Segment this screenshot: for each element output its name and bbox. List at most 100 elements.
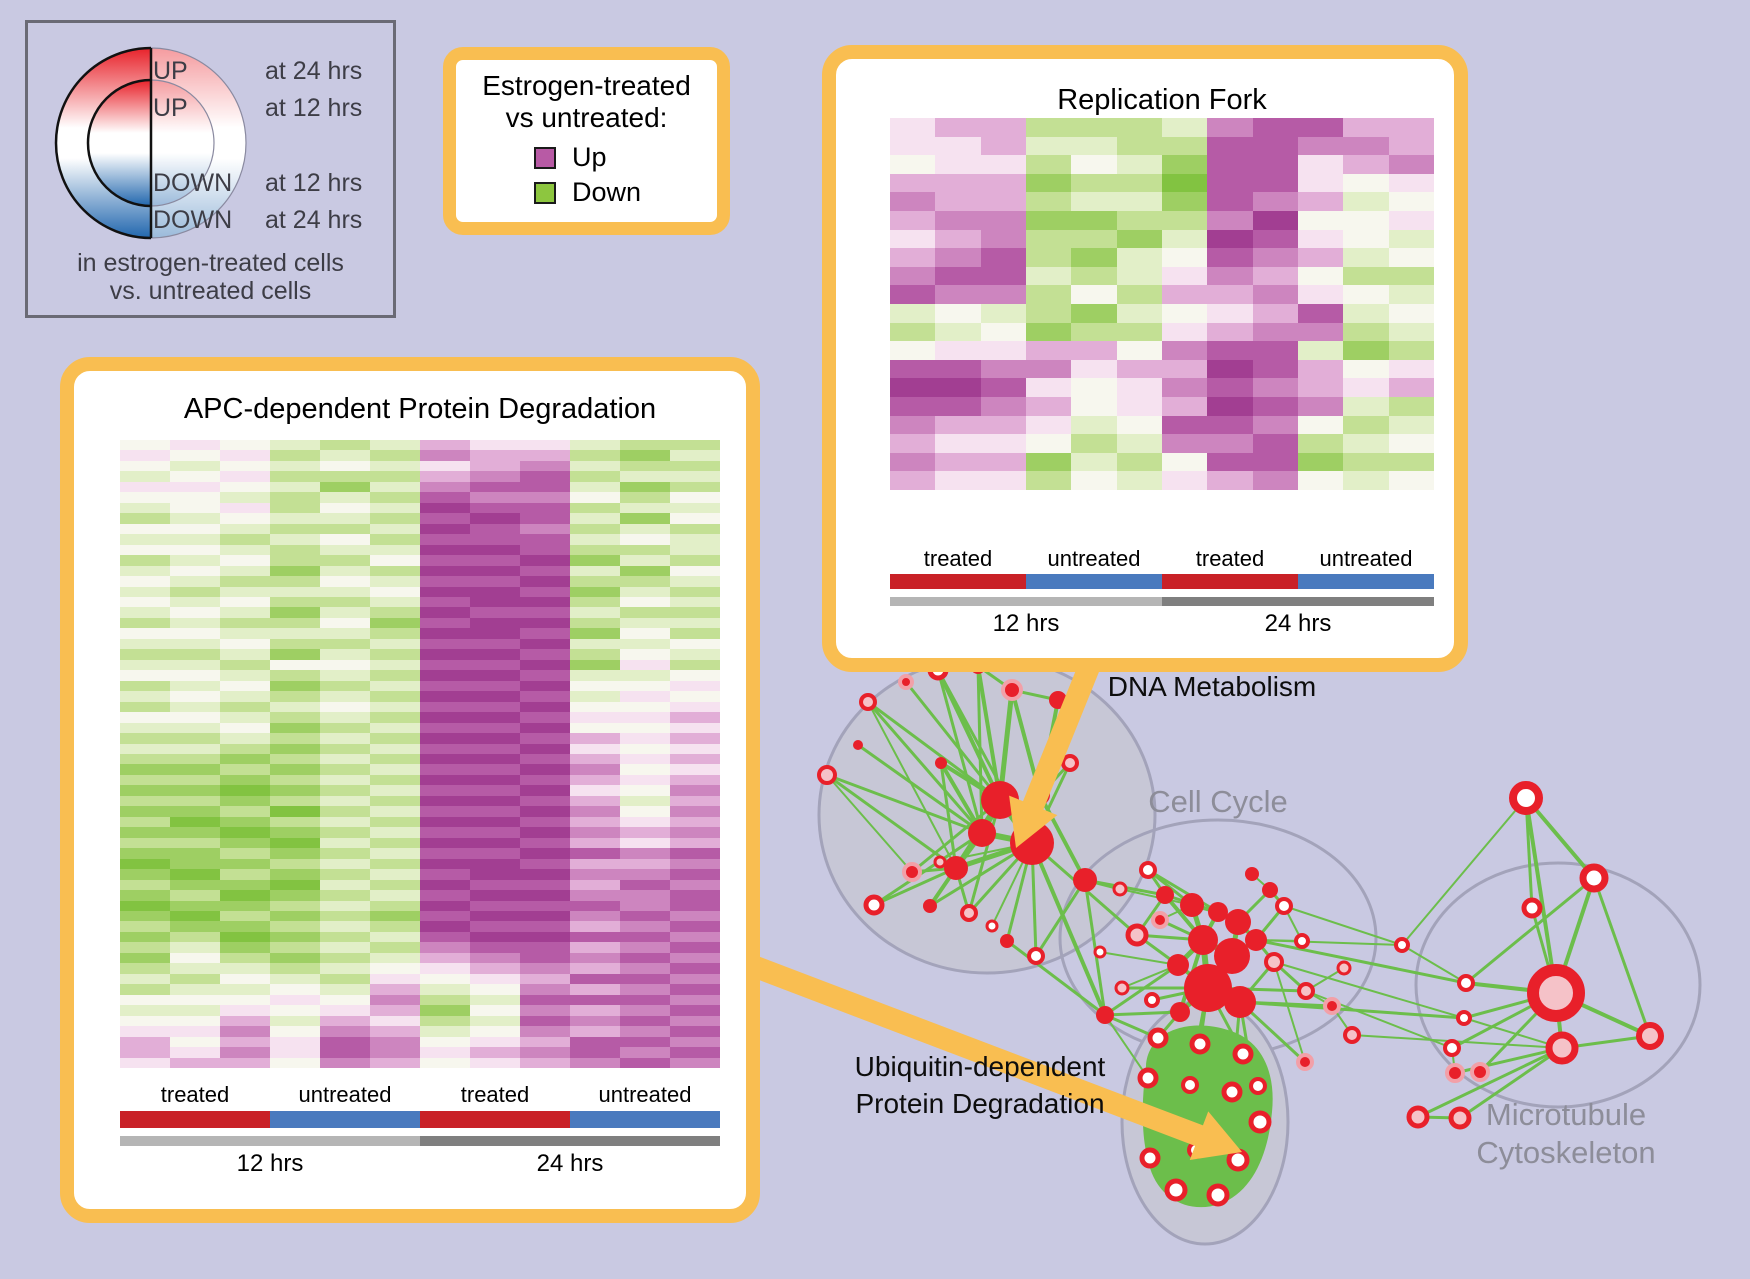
heatmap-cell — [420, 931, 470, 943]
heatmap-cell — [270, 659, 320, 671]
heatmap-cell — [320, 712, 370, 723]
heatmap-cell — [220, 733, 270, 744]
heatmap-cell — [320, 1047, 370, 1058]
treatment-bar — [120, 1111, 270, 1128]
heatmap-cell — [570, 973, 620, 985]
heatmap-cell — [220, 743, 270, 754]
heatmap-cell — [1343, 136, 1389, 156]
heatmap-cell — [980, 471, 1026, 490]
heatmap-cell — [470, 544, 520, 556]
heatmap-cell — [570, 649, 620, 660]
heatmap-cell — [370, 858, 420, 870]
heatmap-cell — [470, 931, 520, 943]
heatmap-cell — [620, 931, 670, 943]
heatmap-cell — [220, 869, 270, 880]
heatmap-cell — [170, 649, 220, 660]
network-edge — [867, 700, 1001, 802]
heatmap-cell — [220, 942, 270, 953]
down-swatch-icon — [534, 181, 556, 204]
heatmap-cell — [670, 910, 720, 922]
heatmap-cell — [1025, 229, 1072, 249]
heatmap-cell — [935, 266, 981, 286]
heatmap-cell — [170, 869, 220, 880]
heatmap-cell — [890, 341, 936, 360]
heatmap-cell — [370, 607, 420, 618]
heatmap-cell — [520, 1047, 570, 1058]
gene-node-solid — [1224, 986, 1256, 1018]
heatmap-cell — [980, 341, 1026, 360]
heatmap-cell — [170, 523, 220, 535]
heatmap-cell — [570, 701, 620, 713]
heatmap-cell — [370, 921, 420, 932]
heatmap-cell — [270, 471, 320, 482]
heatmap-cell — [470, 722, 520, 734]
heatmap-cell — [570, 743, 620, 754]
heatmap-cell — [1116, 136, 1162, 156]
heatmap-cell — [120, 963, 170, 974]
heatmap-cell — [470, 680, 520, 692]
heatmap-cell — [570, 879, 620, 891]
heatmap-cell — [570, 753, 620, 765]
heatmap-cell — [470, 806, 520, 817]
heatmap-cell — [320, 1005, 370, 1016]
gene-node-solid — [981, 781, 1019, 819]
heatmap-cell — [570, 691, 620, 702]
heatmap-cell — [320, 848, 370, 859]
heatmap-cell — [220, 879, 270, 891]
heatmap-cell — [1207, 211, 1253, 230]
heatmap-cell — [470, 827, 520, 838]
heatmap-cell — [470, 492, 520, 503]
heatmap-cell — [420, 450, 470, 461]
time-bar — [420, 1136, 720, 1146]
network-edge — [904, 681, 1002, 801]
heatmap-cell — [320, 628, 370, 639]
heatmap-cell — [1025, 155, 1072, 174]
heatmap-cell — [170, 701, 220, 713]
heatmap-cell — [220, 722, 270, 734]
heatmap-cell — [520, 701, 570, 713]
network-edge — [1273, 961, 1465, 1019]
treatment-bar — [1298, 574, 1434, 589]
heatmap-cell — [170, 607, 220, 618]
heatmap-cell — [420, 638, 470, 650]
heatmap-cell — [620, 680, 670, 692]
heatmap-cell — [1025, 359, 1072, 379]
heatmap-cell — [570, 774, 620, 786]
heatmap-cell — [270, 502, 320, 514]
heatmap-cell — [220, 586, 270, 597]
heatmap-cell — [120, 513, 170, 524]
heatmap-cell — [270, 743, 320, 754]
heatmap-cell — [670, 733, 720, 744]
group-label: untreated — [298, 1082, 392, 1107]
direction-label: DOWN — [153, 169, 233, 197]
apc-time-bars — [120, 1136, 720, 1146]
gene-node-solid — [968, 819, 996, 847]
heatmap-cell — [520, 785, 570, 796]
heatmap-cell — [570, 984, 620, 995]
heatmap-cell — [470, 994, 520, 1006]
group-label: treated — [923, 546, 993, 571]
gene-node-solid — [935, 757, 947, 769]
heatmap-cell — [370, 837, 420, 849]
heatmap-cell — [170, 691, 220, 702]
heatmap-cell — [270, 555, 320, 566]
heatmap-cell — [1116, 397, 1162, 416]
heatmap-cell — [320, 890, 370, 901]
gene-node-solid — [1245, 929, 1267, 951]
heatmap-cell — [220, 596, 270, 608]
heatmap-cell — [890, 248, 936, 267]
heatmap-cell — [520, 628, 570, 639]
heatmap-cell — [620, 743, 670, 754]
heatmap-cell — [670, 795, 720, 807]
heatmap-cell — [1388, 341, 1434, 360]
heatmap-cell — [470, 743, 520, 754]
gene-node-solid — [1156, 886, 1174, 904]
heatmap-cell — [520, 994, 570, 1006]
heatmap-cell — [520, 774, 570, 786]
gene-node-solid — [1180, 893, 1204, 917]
heatmap-cell — [370, 931, 420, 943]
gene-node-halo — [1151, 911, 1169, 929]
gene-node-ring-white — [1457, 974, 1475, 992]
heatmap-cell — [220, 607, 270, 618]
heatmap-cell — [1343, 192, 1389, 211]
